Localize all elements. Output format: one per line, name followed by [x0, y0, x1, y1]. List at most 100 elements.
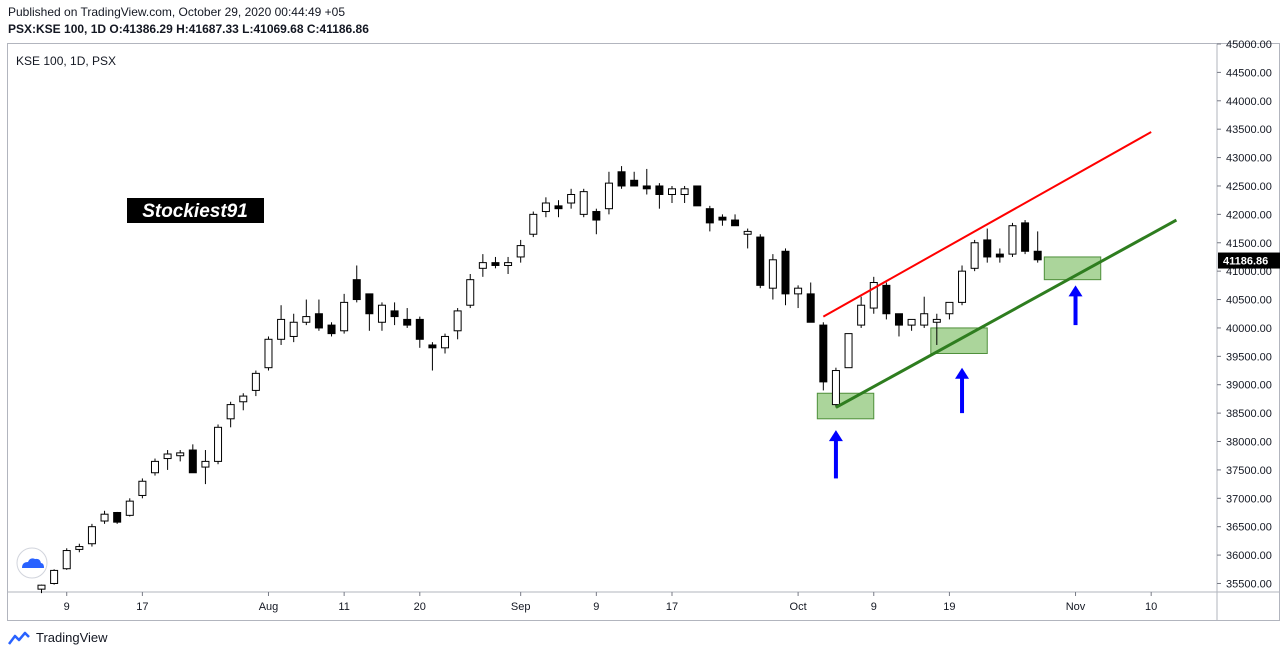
candle-body[interactable]: [415, 318, 424, 340]
candle-body[interactable]: [655, 185, 664, 195]
candle-body[interactable]: [869, 282, 878, 309]
candle-body[interactable]: [945, 301, 954, 315]
candle-body[interactable]: [756, 236, 765, 286]
candle-body[interactable]: [1008, 225, 1017, 255]
candle-body[interactable]: [50, 569, 59, 584]
candle-body[interactable]: [806, 293, 815, 323]
candle-body[interactable]: [857, 304, 866, 326]
candle-body[interactable]: [314, 313, 323, 329]
candle-body[interactable]: [390, 310, 399, 318]
candle-body[interactable]: [894, 313, 903, 326]
candle-body[interactable]: [214, 426, 223, 462]
candle-body[interactable]: [138, 480, 147, 496]
y-tick-label: 44000.00: [1226, 96, 1272, 108]
candle-body[interactable]: [920, 313, 929, 326]
candle-body[interactable]: [617, 171, 626, 187]
candle-body[interactable]: [781, 250, 790, 295]
candle-body[interactable]: [352, 279, 361, 301]
candle-body[interactable]: [87, 526, 96, 545]
candle-body[interactable]: [62, 550, 71, 570]
candle-body[interactable]: [226, 404, 235, 420]
candle-body[interactable]: [907, 318, 916, 326]
candle-body[interactable]: [567, 193, 576, 204]
candle-body[interactable]: [970, 242, 979, 269]
candle-body[interactable]: [188, 449, 197, 474]
y-tick-label: 42500.00: [1226, 181, 1272, 193]
candle-body[interactable]: [983, 239, 992, 258]
candle-body[interactable]: [731, 219, 740, 227]
y-tick-label: 37500.00: [1226, 465, 1272, 477]
support-zone[interactable]: [816, 392, 875, 420]
y-tick-label: 41500.00: [1226, 238, 1272, 250]
candle-body[interactable]: [668, 188, 676, 195]
resistance-trendline[interactable]: [822, 131, 1152, 318]
candle-body[interactable]: [428, 344, 437, 349]
candle-body[interactable]: [1021, 222, 1030, 252]
candle-body[interactable]: [163, 453, 172, 460]
y-tick-label: 39500.00: [1226, 351, 1272, 363]
candle-body[interactable]: [516, 245, 525, 258]
candle-body[interactable]: [718, 216, 727, 221]
candle-body[interactable]: [844, 333, 853, 369]
candle-body[interactable]: [504, 262, 513, 266]
candle-body[interactable]: [264, 338, 273, 369]
candle-body[interactable]: [340, 301, 349, 332]
chart-frame[interactable]: [7, 43, 1280, 621]
y-tick-label: 39000.00: [1226, 380, 1272, 392]
footer[interactable]: TradingView: [8, 630, 108, 645]
watermark-background: [127, 198, 264, 223]
candle-body[interactable]: [541, 202, 550, 213]
candle-body[interactable]: [794, 287, 803, 295]
candle-body[interactable]: [579, 191, 588, 215]
candle-body[interactable]: [365, 293, 374, 315]
candle-body[interactable]: [819, 324, 828, 383]
candle-body[interactable]: [441, 335, 450, 349]
candle-body[interactable]: [680, 188, 689, 195]
candle-body[interactable]: [705, 208, 714, 224]
candle-body[interactable]: [768, 259, 777, 289]
candle-body[interactable]: [604, 182, 613, 210]
last-price-tag: [1218, 252, 1280, 269]
candle-body[interactable]: [958, 270, 967, 303]
candle-body[interactable]: [201, 460, 210, 468]
candle-body[interactable]: [403, 318, 412, 326]
candle-body[interactable]: [478, 262, 487, 269]
candle-body[interactable]: [529, 213, 538, 235]
candle-body[interactable]: [75, 546, 84, 550]
candle-body[interactable]: [176, 452, 185, 457]
candle-body[interactable]: [277, 318, 286, 340]
candle-body[interactable]: [125, 500, 134, 516]
y-tick-label: 36000.00: [1226, 550, 1272, 562]
candle-body[interactable]: [466, 279, 475, 306]
candle-body[interactable]: [113, 511, 122, 523]
candle-body[interactable]: [251, 372, 260, 391]
candle-body[interactable]: [302, 316, 311, 323]
candle-body[interactable]: [630, 179, 639, 187]
candle-body[interactable]: [642, 185, 651, 190]
candle-body[interactable]: [327, 324, 336, 335]
candle-body[interactable]: [150, 460, 159, 474]
support-trendline[interactable]: [835, 218, 1178, 409]
candle-body[interactable]: [831, 370, 840, 406]
candle-body[interactable]: [882, 284, 891, 315]
candle-body[interactable]: [743, 230, 752, 235]
candle-body[interactable]: [693, 185, 702, 207]
candle-body[interactable]: [932, 318, 941, 323]
candle-body[interactable]: [289, 321, 298, 337]
candle-body[interactable]: [453, 310, 462, 332]
y-tick-label: 43500.00: [1226, 124, 1272, 136]
candle-body[interactable]: [377, 304, 386, 323]
candle-body[interactable]: [554, 205, 563, 210]
candle-body[interactable]: [239, 395, 248, 403]
tv-badge[interactable]: [16, 547, 48, 579]
candle-body[interactable]: [491, 262, 500, 266]
candle-body[interactable]: [1033, 250, 1042, 261]
support-zone[interactable]: [1043, 256, 1102, 281]
candle-body[interactable]: [100, 513, 109, 522]
y-tick-label: 43000.00: [1226, 153, 1272, 165]
candle-body[interactable]: [37, 584, 46, 590]
candle-body[interactable]: [995, 253, 1004, 258]
y-tick-label: 38000.00: [1226, 437, 1272, 449]
candle-body[interactable]: [592, 211, 601, 221]
